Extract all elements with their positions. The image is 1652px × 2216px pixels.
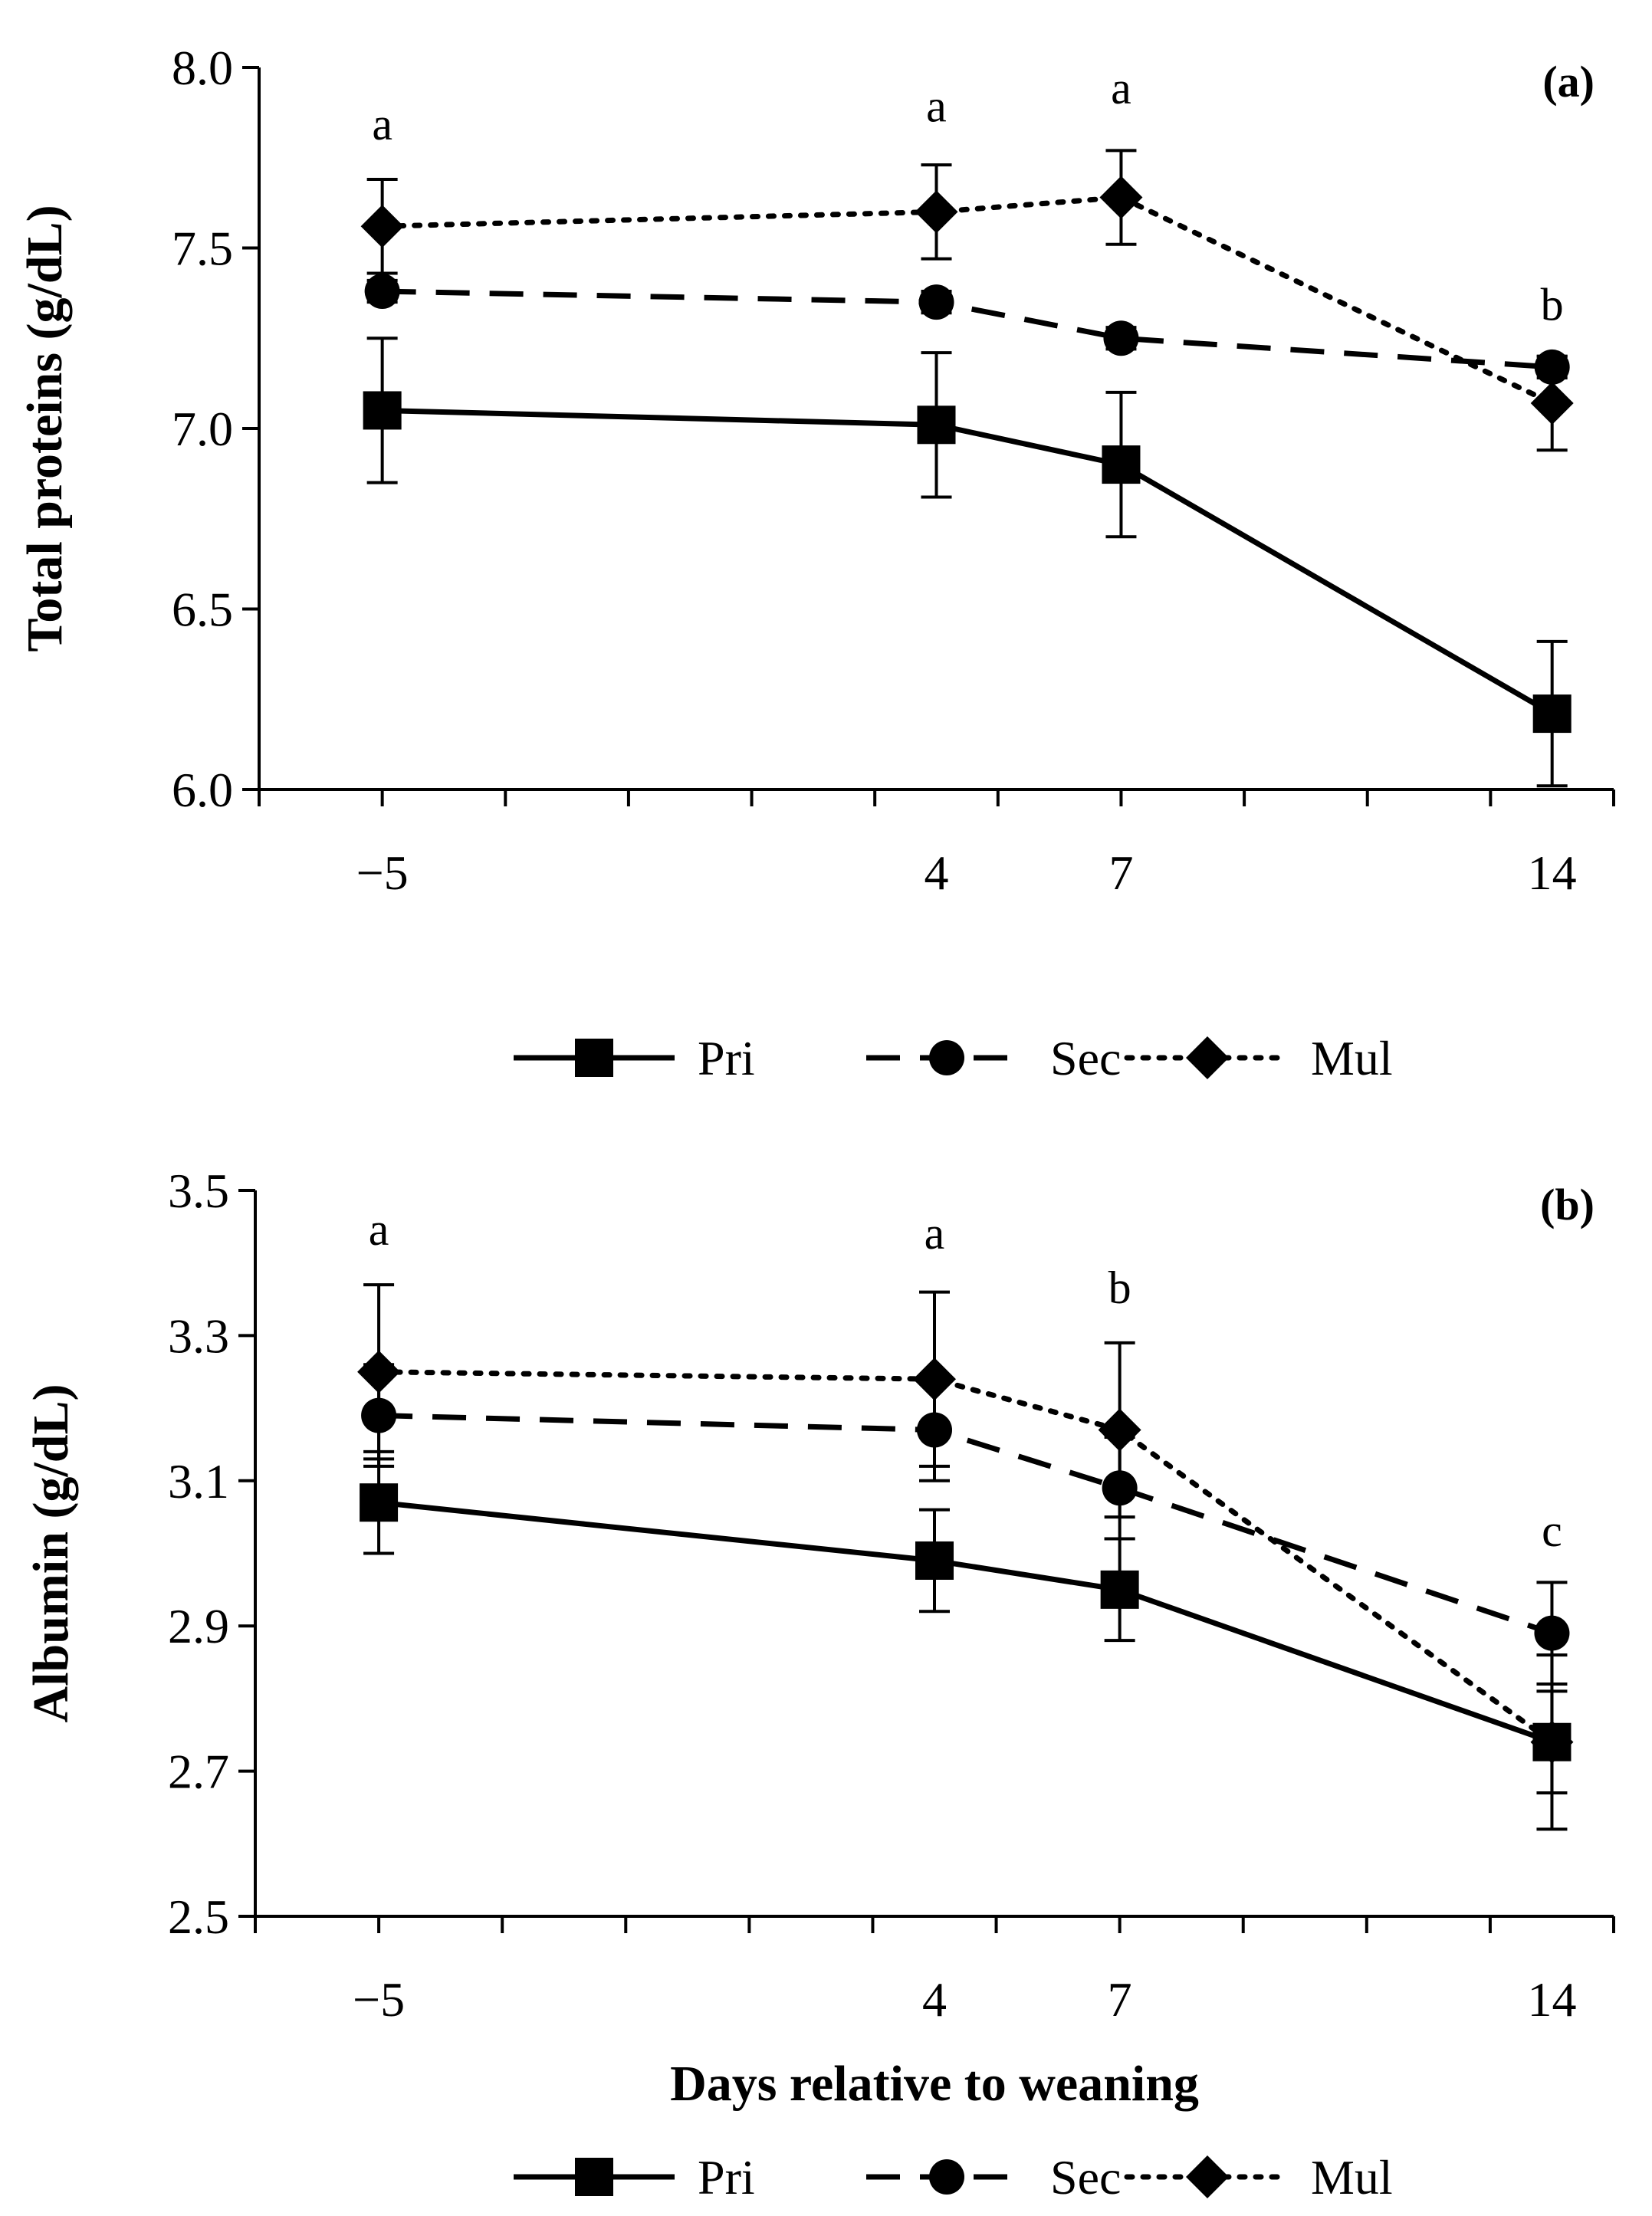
y-tick-label: 7.5 [172,222,233,276]
y-axis-title: Albumin (g/dL) [23,1384,79,1723]
x-tick-label: 7 [1108,1972,1132,2027]
y-tick-label: 8.0 [172,41,233,95]
legend-marker-square [575,1039,613,1077]
panel-label: (a) [1542,57,1595,107]
chart-panel-a: 6.0 6.5 7.0 7.5 8.0 −5 4 7 14 Total proteins (g/d… [17,41,1615,1085]
y-tick-label: 6.0 [172,763,233,817]
data-point-diamond [1099,176,1143,219]
x-tick-label: 4 [925,845,949,900]
legend-marker-circle [929,2159,964,2195]
series-mul [357,1283,1574,1831]
series-sec [361,1363,1570,1686]
legend-label: Pri [698,1031,755,1085]
series-line-mul [376,1369,1555,1745]
significance-letter: a [925,1208,945,1259]
legend-marker-diamond [1186,2155,1229,2198]
data-point-diamond [915,190,958,234]
series-line-mul [379,194,1555,406]
panel-label: (b) [1540,1180,1595,1229]
significance-letter: a [372,99,392,149]
y-tick-label: 7.0 [172,402,233,456]
x-tick-label: 14 [1527,1972,1576,2027]
y-tick-label: 2.7 [168,1745,229,1799]
data-point-diamond [1530,1720,1574,1764]
data-point-diamond [1530,382,1574,425]
x-tick-label: 14 [1528,845,1577,900]
legend-marker-square [575,2158,613,2196]
data-point-square [1102,445,1141,484]
legend: Pri Sec Mul [514,1031,1393,1085]
y-tick-label: 6.5 [172,583,233,637]
y-tick-label: 2.9 [168,1599,229,1653]
series-line-sec [378,1413,1553,1636]
data-point-diamond [1098,1408,1141,1452]
legend-label: Pri [698,2150,755,2205]
data-point-diamond [913,1358,956,1401]
x-tick-label: 4 [922,1972,947,2027]
y-axis-title: Total proteins (g/dL) [17,205,73,652]
legend: Pri Sec Mul [514,2150,1393,2205]
data-point-square [1532,694,1572,734]
legend-marker-diamond [1186,1036,1229,1079]
series-mul [360,149,1574,452]
significance-letter: a [369,1204,389,1255]
data-point-square [915,1541,954,1580]
y-tick-label: 3.3 [168,1308,229,1363]
series-line-pri [378,1499,1553,1745]
y-tick-label: 2.5 [168,1889,229,1944]
legend-label: Mul [1311,2150,1393,2205]
data-point-diamond [357,1350,401,1394]
data-point-square [917,405,956,445]
data-point-circle [364,274,400,310]
significance-letter: b [1108,1262,1131,1313]
significance-letter: a [926,81,947,132]
legend-label: Sec [1050,1031,1121,1085]
chart-panel-b: 2.5 2.7 2.9 3.1 3.3 3.5 −5 4 7 14 Albumin (g/dL) Da… [23,1164,1615,2205]
series-pri [363,337,1572,788]
legend-marker-circle [929,1040,964,1075]
series-line-sec [382,288,1552,370]
data-point-circle [918,284,954,320]
legend-label: Sec [1050,2150,1121,2205]
data-point-square [1100,1570,1139,1609]
x-axis-title: Days relative to weaning [670,2056,1199,2112]
data-point-square [363,391,402,430]
data-point-square [360,1483,399,1522]
significance-letter: a [1111,63,1131,113]
y-tick-label: 3.5 [168,1164,229,1218]
data-point-circle [1103,320,1139,356]
significance-letter: b [1541,280,1564,330]
series-line-pri [382,407,1554,717]
x-tick-label: −5 [356,845,409,900]
data-point-circle [1534,1615,1570,1651]
x-tick-label: −5 [353,1972,405,2027]
y-tick-label: 3.1 [168,1454,229,1509]
data-point-diamond [360,205,404,248]
legend-label: Mul [1311,1031,1393,1085]
significance-letter: c [1542,1505,1562,1556]
series-sec [364,274,1570,385]
x-tick-label: 7 [1108,845,1133,900]
